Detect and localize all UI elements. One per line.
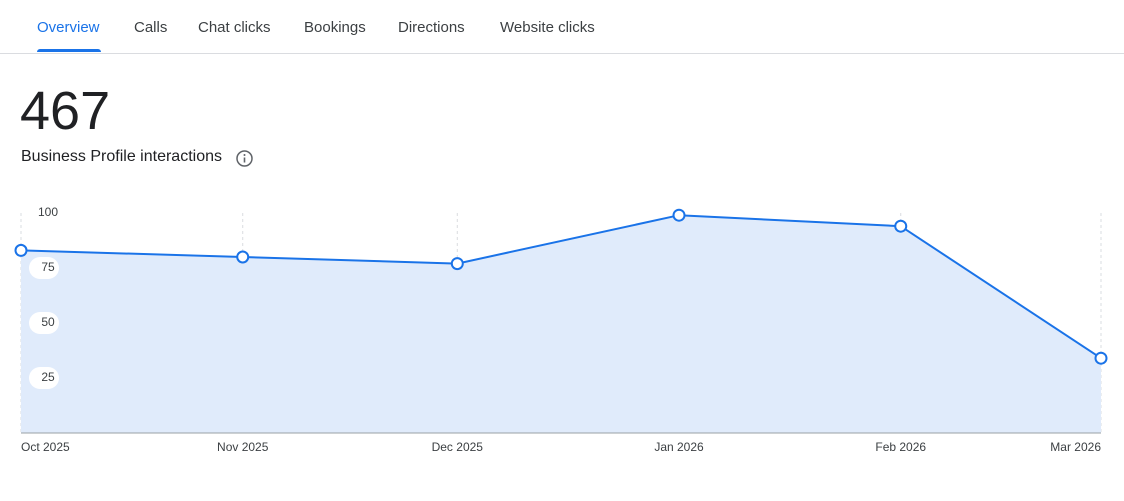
y-tick-label: 75 xyxy=(41,260,55,274)
tab[interactable]: Bookings xyxy=(304,19,366,36)
tick-pill xyxy=(29,312,59,334)
tab[interactable]: Overview xyxy=(37,19,100,36)
line xyxy=(20,214,1102,360)
y-tick-label: 25 xyxy=(41,370,55,384)
total-value: 467 xyxy=(20,81,111,141)
data-point xyxy=(1094,351,1108,365)
data-point xyxy=(450,257,464,271)
x-tick-label: Oct 2025 xyxy=(21,440,70,454)
y-tick: 75 xyxy=(29,257,59,279)
y-tick-label: 50 xyxy=(41,315,55,329)
active-tab-indicator xyxy=(37,49,101,52)
area xyxy=(21,215,1101,433)
tick-pill xyxy=(29,367,59,389)
y-tick: 100 xyxy=(38,205,58,219)
x-tick-label: Dec 2025 xyxy=(432,440,484,454)
x-tick-label: Feb 2026 xyxy=(875,440,926,454)
subtitle: Business Profile interactions xyxy=(21,148,222,165)
x-tick-label: Nov 2025 xyxy=(217,440,269,454)
data-point xyxy=(236,250,250,264)
tab[interactable]: Website clicks xyxy=(500,19,595,36)
data-point xyxy=(672,208,686,222)
data-point xyxy=(894,219,908,233)
x-tick-label: Jan 2026 xyxy=(654,440,704,454)
tab[interactable]: Calls xyxy=(134,19,168,36)
info-icon[interactable] xyxy=(235,149,254,168)
tab[interactable]: Chat clicks xyxy=(198,19,271,36)
tick-pill xyxy=(29,257,59,279)
y-tick: 50 xyxy=(29,312,59,334)
data-point xyxy=(14,243,28,257)
chart: 25 50 75 100 Oct 2025 Nov 2025 Dec 2025 Jan 202… xyxy=(14,205,1108,454)
y-tick: 25 xyxy=(29,367,59,389)
y-tick-label: 100 xyxy=(38,205,58,219)
tab-bar: Overview Calls Chat clicks Bookings Dire… xyxy=(0,0,1124,54)
tab[interactable]: Directions xyxy=(398,19,465,36)
x-tick-label: Mar 2026 xyxy=(1050,440,1101,454)
